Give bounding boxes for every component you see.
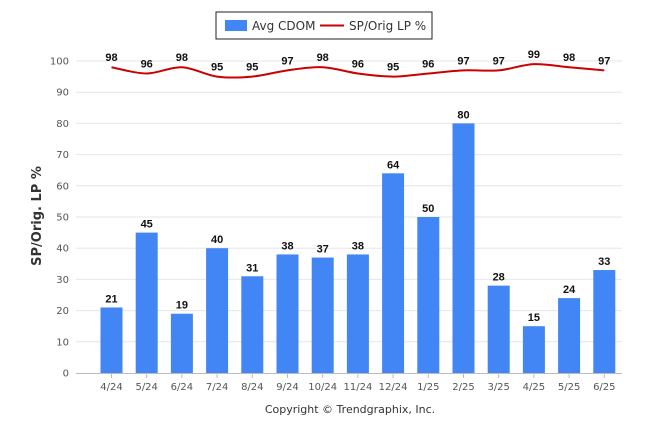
line-label-2/25: 97 xyxy=(457,55,469,67)
line-label-5/25: 98 xyxy=(563,52,575,64)
bar-avg-cdom-8/24 xyxy=(241,276,264,373)
bar-label-6/25: 33 xyxy=(598,256,610,268)
x-tick-label-6/24: 6/24 xyxy=(171,382,193,393)
bar-label-4/24: 21 xyxy=(105,293,117,305)
x-tick-label-4/24: 4/24 xyxy=(100,382,122,393)
y-tick-label-0: 0 xyxy=(63,369,69,380)
bar-label-9/24: 38 xyxy=(281,240,293,252)
legend-label-bar: Avg CDOM xyxy=(252,19,315,33)
gridlines xyxy=(76,60,622,343)
bar-label-7/24: 40 xyxy=(211,234,223,246)
bar-label-12/24: 64 xyxy=(387,159,400,171)
y-axis-title: SP/Orig. LP % xyxy=(30,166,45,266)
x-tick-label-6/25: 6/25 xyxy=(593,382,615,393)
line-label-1/25: 96 xyxy=(422,58,434,70)
y-tick-label-10: 10 xyxy=(56,337,69,348)
y-tick-label-50: 50 xyxy=(56,213,69,224)
bar-avg-cdom-5/24 xyxy=(135,232,158,373)
y-tick-label-30: 30 xyxy=(56,275,69,286)
y-tick-label-40: 40 xyxy=(56,244,69,255)
x-tick-label-10/24: 10/24 xyxy=(308,382,337,393)
bar-avg-cdom-5/25 xyxy=(558,298,581,373)
x-tick-label-8/24: 8/24 xyxy=(241,382,263,393)
bar-avg-cdom-6/24 xyxy=(170,313,193,373)
y-tick-label-80: 80 xyxy=(56,119,69,130)
bar-label-10/24: 37 xyxy=(317,244,329,256)
bar-label-2/25: 80 xyxy=(457,109,469,121)
bar-label-5/25: 24 xyxy=(563,284,576,296)
line-label-4/25: 99 xyxy=(528,49,540,61)
x-tick-label-11/24: 11/24 xyxy=(343,382,372,393)
y-tick-label-20: 20 xyxy=(56,306,69,317)
bar-label-1/25: 50 xyxy=(422,203,434,215)
x-tick-label-9/24: 9/24 xyxy=(276,382,298,393)
bar-avg-cdom-1/25 xyxy=(417,217,440,373)
bar-avg-cdom-7/24 xyxy=(206,248,229,373)
x-tick-label-5/24: 5/24 xyxy=(135,382,157,393)
y-tick-label-90: 90 xyxy=(56,88,69,99)
x-tick-label-5/25: 5/25 xyxy=(558,382,580,393)
line-label-9/24: 97 xyxy=(281,55,293,67)
y-tick-label-60: 60 xyxy=(56,181,69,192)
bar-avg-cdom-10/24 xyxy=(311,257,334,373)
x-tick-label-4/25: 4/25 xyxy=(523,382,545,393)
legend: Avg CDOM SP/Orig LP % xyxy=(215,11,433,40)
bar-label-3/25: 28 xyxy=(493,272,505,284)
line-label-12/24: 95 xyxy=(387,62,399,74)
bar-avg-cdom-2/25 xyxy=(452,123,475,374)
line-label-8/24: 95 xyxy=(246,62,258,74)
line-label-4/24: 98 xyxy=(105,52,117,64)
line-label-3/25: 97 xyxy=(493,55,505,67)
y-tick-label-70: 70 xyxy=(56,150,69,161)
bar-label-5/24: 45 xyxy=(141,219,153,231)
y-tick-label-100: 100 xyxy=(50,57,69,68)
line-label-11/24: 96 xyxy=(352,58,364,70)
x-tick-label-3/25: 3/25 xyxy=(487,382,509,393)
line-label-7/24: 95 xyxy=(211,62,223,74)
legend-swatch-bar xyxy=(225,20,247,31)
bar-avg-cdom-4/25 xyxy=(522,326,545,373)
copyright-text: Copyright © Trendgraphix, Inc. xyxy=(265,403,435,416)
line-series-sp-orig-lp xyxy=(111,63,605,79)
bar-label-6/24: 19 xyxy=(176,300,188,312)
x-tick-label-2/25: 2/25 xyxy=(452,382,474,393)
bar-avg-cdom-9/24 xyxy=(276,254,299,373)
line-label-6/24: 98 xyxy=(176,52,188,64)
bar-avg-cdom-11/24 xyxy=(346,254,369,373)
bar-label-8/24: 31 xyxy=(246,262,258,274)
bar-avg-cdom-4/24 xyxy=(100,307,123,373)
legend-label-line: SP/Orig LP % xyxy=(349,19,426,33)
bar-label-4/25: 15 xyxy=(528,312,540,324)
x-tick-label-12/24: 12/24 xyxy=(379,382,408,393)
axes: 0 10 20 30 40 50 60 70 80 90 100 4/24 5/24 6/24 7/24 8/… xyxy=(50,57,622,393)
bar-series-avg-cdom xyxy=(100,123,616,374)
data-labels: 21 45 19 40 31 38 37 38 64 50 80 28 15 24 33 98 96 98 95 95… xyxy=(105,49,610,324)
x-tick-label-7/24: 7/24 xyxy=(206,382,228,393)
line-label-6/25: 97 xyxy=(598,55,610,67)
line-label-10/24: 98 xyxy=(317,52,329,64)
bar-avg-cdom-12/24 xyxy=(382,173,405,373)
bar-label-11/24: 38 xyxy=(352,240,364,252)
bar-avg-cdom-3/25 xyxy=(487,285,510,373)
bar-avg-cdom-6/25 xyxy=(593,270,616,373)
x-tick-label-1/25: 1/25 xyxy=(417,382,439,393)
line-label-5/24: 96 xyxy=(141,58,153,70)
